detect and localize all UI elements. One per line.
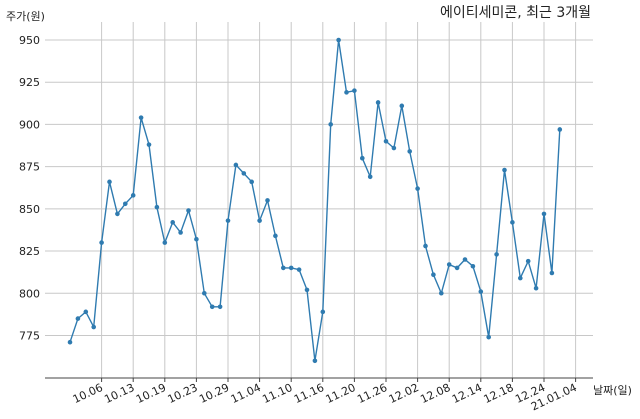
data-point	[462, 257, 468, 262]
y-tick-label: 850	[19, 203, 40, 216]
data-point	[123, 201, 128, 207]
y-axis-ticks: 775 800 825 850 875 900 925 950	[19, 34, 40, 342]
data-point	[312, 358, 318, 364]
data-point	[375, 100, 381, 105]
data-point	[115, 211, 120, 217]
data-point	[288, 265, 294, 271]
data-point	[162, 240, 168, 245]
x-tick-label: 11.20	[324, 381, 358, 406]
data-point	[154, 204, 160, 210]
data-point	[178, 230, 183, 235]
x-axis-label: 날짜(일)	[593, 383, 632, 397]
x-tick-label: 12.02	[387, 381, 421, 406]
x-tick-label: 12.14	[450, 381, 484, 406]
data-point	[391, 145, 397, 151]
data-point	[99, 240, 104, 245]
x-tick-label: 12.18	[482, 381, 516, 406]
data-point	[265, 198, 270, 203]
data-point	[170, 220, 175, 225]
data-point	[75, 316, 81, 321]
data-point	[518, 275, 523, 281]
data-point	[415, 186, 420, 191]
data-point	[486, 334, 492, 340]
data-point	[209, 304, 215, 310]
data-point	[525, 258, 531, 264]
price-line	[69, 39, 561, 361]
y-tick-label: 950	[19, 34, 40, 47]
data-point	[423, 243, 428, 249]
data-point	[257, 218, 262, 223]
x-tick-label: 12.08	[418, 381, 452, 406]
data-point	[367, 174, 373, 180]
x-tick-label: 11.16	[292, 381, 326, 406]
data-point	[439, 290, 444, 296]
data-point	[217, 304, 223, 310]
data-point	[194, 236, 199, 242]
data-point	[470, 263, 476, 269]
data-point	[352, 88, 357, 93]
data-point	[91, 324, 96, 330]
x-tick-label: 11.04	[229, 381, 263, 406]
x-tick-label: 10.19	[134, 381, 168, 406]
data-point	[241, 171, 247, 176]
data-point	[186, 208, 191, 213]
x-axis-ticks: 10.0610.1310.1910.2310.2911.0411.1011.16…	[71, 381, 579, 413]
data-point	[146, 142, 152, 147]
data-point	[557, 127, 563, 132]
y-axis-label: 주가(원)	[6, 10, 45, 23]
data-point	[67, 339, 73, 345]
data-point	[202, 290, 207, 296]
y-tick-label: 925	[19, 76, 40, 89]
y-tick-label: 875	[19, 161, 40, 174]
data-point	[138, 115, 144, 120]
x-tick-label: 11.26	[355, 381, 389, 406]
x-tick-label: 10.23	[166, 381, 200, 406]
data-point	[446, 262, 452, 267]
x-tick-label: 10.29	[197, 381, 231, 406]
y-tick-label: 775	[19, 329, 40, 342]
data-point	[510, 220, 515, 225]
data-point	[130, 193, 136, 198]
data-point	[541, 211, 547, 217]
data-point	[83, 309, 89, 315]
data-point	[225, 218, 231, 223]
y-tick-label: 800	[19, 287, 40, 300]
data-point	[233, 162, 239, 168]
data-point	[533, 285, 539, 291]
data-point	[431, 272, 436, 277]
data-point	[336, 37, 341, 43]
y-tick-label: 825	[19, 245, 40, 258]
data-point	[360, 155, 365, 161]
y-tick-label: 900	[19, 118, 40, 131]
data-point	[454, 265, 460, 271]
x-tick-label: 10.06	[71, 381, 105, 406]
data-point	[407, 149, 413, 154]
data-point	[320, 309, 326, 315]
data-point	[344, 90, 349, 95]
data-point	[107, 179, 112, 185]
data-point	[273, 233, 278, 239]
x-tick-label: 10.13	[102, 381, 136, 406]
axes	[45, 377, 593, 382]
data-point	[478, 289, 484, 294]
data-point	[328, 122, 334, 127]
data-point	[249, 179, 254, 185]
x-tick-label: 11.10	[260, 381, 294, 406]
data-point	[494, 252, 499, 257]
data-point	[304, 287, 310, 293]
data-point	[399, 103, 405, 109]
chart-title: 에이티세미콘, 최근 3개월	[440, 5, 591, 21]
grid	[45, 22, 593, 378]
data-point	[549, 270, 555, 276]
data-point	[383, 139, 389, 144]
data-point	[296, 267, 302, 272]
data-point	[502, 167, 507, 173]
data-point	[281, 265, 286, 271]
price-series	[67, 37, 563, 364]
